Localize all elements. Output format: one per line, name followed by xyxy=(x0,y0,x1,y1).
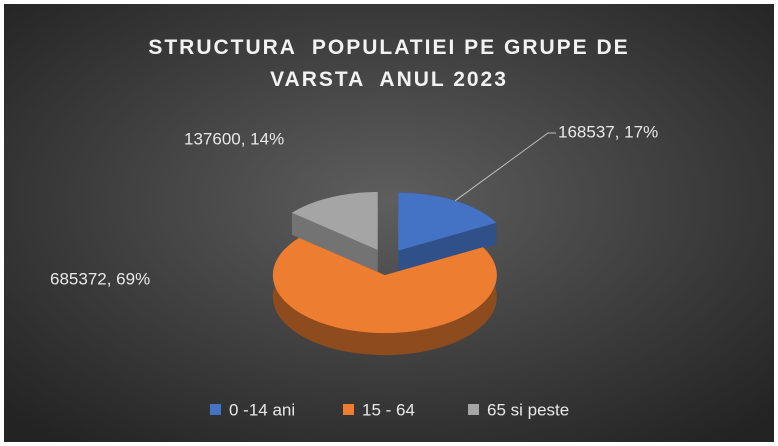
data-label: 168537, 17% xyxy=(558,122,658,141)
data-label: 685372, 69% xyxy=(50,269,150,288)
slice-face xyxy=(291,212,378,273)
pie-slice xyxy=(291,192,378,251)
legend-label: 15 - 64 xyxy=(362,400,415,419)
leader-line xyxy=(454,132,556,202)
slice-side xyxy=(272,237,497,356)
legend-label: 65 si peste xyxy=(487,400,569,419)
legend-swatch xyxy=(210,404,221,415)
pie-slice xyxy=(398,192,497,251)
background xyxy=(4,4,774,442)
legend-label: 0 -14 ani xyxy=(229,400,295,419)
legend-swatch xyxy=(343,404,354,415)
legend-swatch xyxy=(468,404,479,415)
slice-face xyxy=(398,222,497,273)
pie-slice xyxy=(272,237,497,334)
data-label: 137600, 14% xyxy=(184,129,284,148)
chart-title: STRUCTURA POPULATIEI PE GRUPE DE VARSTA … xyxy=(148,36,638,91)
